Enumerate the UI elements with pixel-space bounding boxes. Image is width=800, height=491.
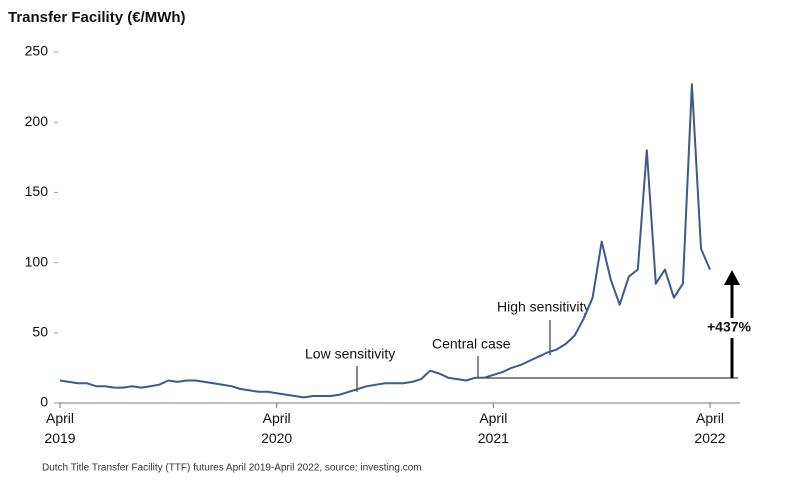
x-tick-label: April 2021 <box>478 410 509 446</box>
footnote: Dutch Title Transfer Facility (TTF) futu… <box>42 463 422 474</box>
price-line <box>59 83 711 399</box>
y-tick-label: 100 <box>25 253 49 269</box>
annotation: Low sensitivity <box>305 346 395 362</box>
x-tick-label: April 2020 <box>261 410 292 446</box>
annotation: Central case <box>432 336 511 352</box>
label-bg <box>704 318 760 338</box>
chart-title: Transfer Facility (€/MWh) <box>8 9 186 26</box>
x-tick-label: April 2019 <box>44 410 75 446</box>
y-tick-label: 0 <box>40 394 48 410</box>
arrow-head <box>724 270 740 285</box>
x-tick-label: April 2022 <box>694 410 725 446</box>
y-tick-label: 250 <box>25 43 49 59</box>
y-tick-label: 50 <box>32 324 48 340</box>
y-tick-label: 200 <box>25 113 49 129</box>
annotation: High sensitivity <box>497 299 590 315</box>
y-tick-label: 150 <box>25 183 49 199</box>
annotation: +437% <box>707 319 752 335</box>
